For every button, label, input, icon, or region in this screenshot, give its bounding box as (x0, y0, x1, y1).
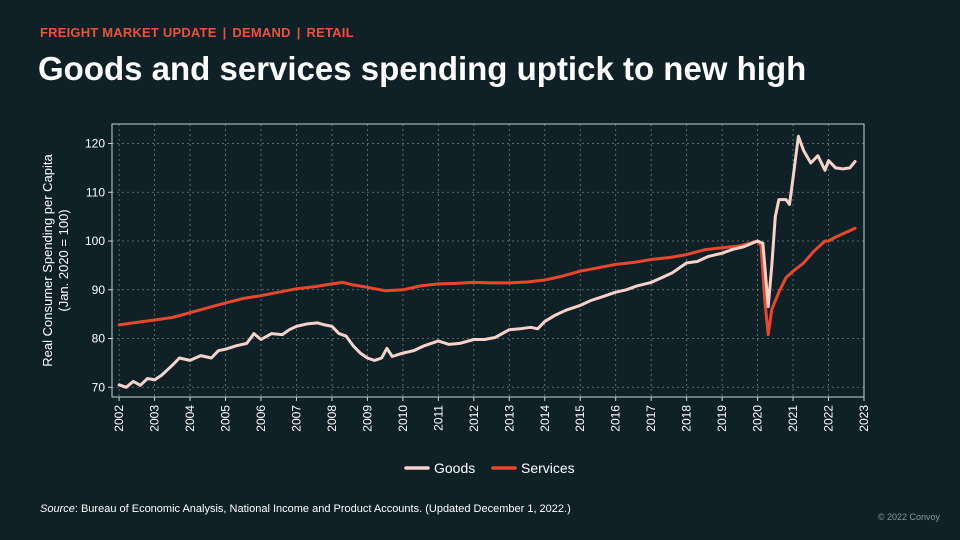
x-tick-label: 2007 (289, 405, 303, 432)
x-tick-label: 2016 (609, 405, 623, 432)
y-axis-label-line-2: (Jan. 2020 = 100) (56, 209, 71, 311)
x-tick-label: 2022 (822, 405, 836, 432)
x-tick-label: 2014 (538, 405, 552, 432)
x-tick-label: 2021 (786, 405, 800, 432)
copyright: © 2022 Convoy (877, 512, 940, 522)
kicker-freight-market-update: FREIGHT MARKET UPDATE (40, 25, 217, 40)
source-note: Source: Bureau of Economic Analysis, Nat… (40, 503, 571, 515)
x-tick-label: 2020 (751, 405, 765, 432)
y-tick-label: 80 (92, 332, 106, 346)
x-tick-label: 2005 (219, 405, 233, 432)
grid-layer (112, 124, 865, 397)
x-tick-label: 2013 (502, 405, 516, 432)
kicker-retail: RETAIL (306, 25, 354, 40)
x-tick-label: 2006 (254, 405, 268, 432)
x-tick-label: 2012 (467, 405, 481, 432)
source-label: Source (40, 503, 75, 515)
legend-label-goods: Goods (434, 460, 475, 476)
kicker-demand: DEMAND (232, 25, 291, 40)
axes-layer: 2002 2003 2004 2005 2006 2007 2008 2009 2010 2011… (85, 137, 871, 432)
x-tick-label: 2002 (112, 405, 126, 432)
kicker: FREIGHT MARKET UPDATE | DEMAND | RETAIL (40, 25, 354, 40)
plot-frame (111, 123, 865, 398)
y-tick-label: 110 (86, 185, 105, 199)
x-tick-label: 2011 (431, 405, 445, 431)
series-line-services (117, 226, 857, 337)
x-tick-label: 2003 (148, 405, 162, 432)
y-tick-label: 90 (92, 283, 106, 297)
spending-line-chart: 2002 2003 2004 2005 2006 2007 2008 2009 2010 2011… (40, 123, 871, 476)
x-tick-label: 2009 (360, 405, 374, 432)
x-tick-label: 2008 (325, 405, 339, 432)
series-layer (117, 134, 857, 389)
x-tick-label: 2017 (644, 405, 658, 432)
x-tick-label: 2015 (573, 405, 587, 432)
y-tick-label: 100 (85, 234, 105, 248)
y-tick-label: 120 (85, 137, 105, 151)
x-tick-label: 2018 (680, 405, 694, 432)
y-axis-label-line-1: Real Consumer Spending per Capita (40, 154, 55, 367)
page-title: Goods and services spending uptick to ne… (38, 50, 807, 87)
x-tick-label: 2023 (857, 405, 871, 432)
y-tick-label: 70 (92, 380, 106, 394)
source-text: : Bureau of Economic Analysis, National … (74, 503, 571, 515)
x-tick-label: 2019 (715, 405, 729, 432)
legend-label-services: Services (521, 460, 575, 476)
series-line-goods (117, 134, 857, 389)
kicker-separator: | (222, 25, 227, 40)
kicker-separator: | (296, 25, 301, 40)
x-tick-label: 2004 (183, 405, 197, 432)
x-tick-label: 2010 (396, 405, 410, 432)
legend: Goods Services (404, 460, 575, 476)
